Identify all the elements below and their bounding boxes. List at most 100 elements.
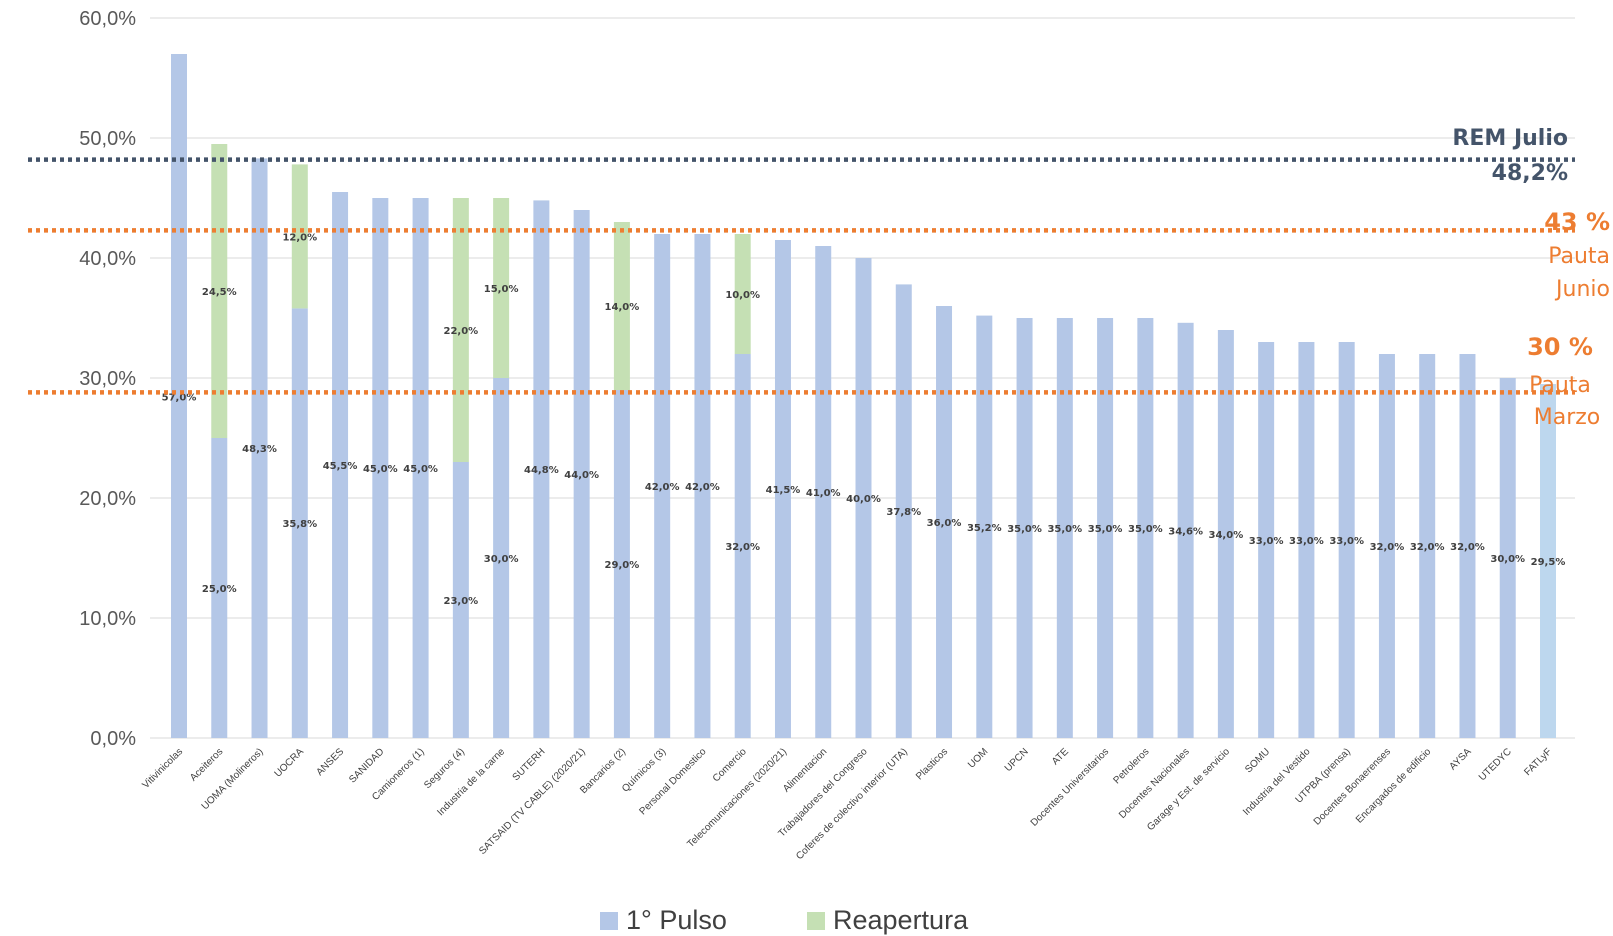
bar-pulso	[533, 200, 550, 738]
x-tick-label: SANIDAD	[347, 746, 386, 785]
data-label-pulso: 35,0%	[1128, 524, 1163, 535]
bar-pulso	[1217, 330, 1234, 738]
bar-reapertura	[211, 144, 228, 438]
x-tick-label: Docentes Universitarios	[1029, 746, 1111, 828]
data-label-pulso: 32,0%	[1410, 542, 1445, 553]
data-label-pulso: 48,3%	[242, 444, 277, 455]
ref-sub-junio-1: Pauta	[1548, 244, 1610, 269]
ref-title-marzo: 30 %	[1527, 333, 1593, 361]
bar-pulso	[1338, 342, 1355, 738]
bar-pulso	[332, 192, 349, 738]
x-tick-label: Plasticos	[914, 746, 950, 782]
x-tick-label: UOM	[966, 746, 990, 770]
data-label-pulso: 45,0%	[403, 464, 438, 475]
data-label-pulso: 35,0%	[1047, 524, 1082, 535]
bar-pulso	[412, 198, 429, 738]
bar-pulso	[573, 210, 590, 738]
x-tick-label: ANSES	[314, 746, 346, 778]
bar-pulso	[1177, 322, 1194, 738]
x-tick-label: UOCRA	[273, 746, 307, 780]
data-label-pulso: 32,0%	[1370, 542, 1405, 553]
ref-sub-marzo-2: Marzo	[1534, 405, 1601, 430]
data-label-pulso: 36,0%	[927, 518, 962, 529]
data-label-reapertura: 22,0%	[444, 326, 479, 337]
bars	[171, 54, 1556, 738]
bar-pulso	[774, 240, 791, 738]
bar-pulso	[734, 354, 751, 738]
x-tick-label: Industria del Vestido	[1241, 746, 1313, 818]
bar-pulso	[452, 462, 469, 738]
data-label-pulso: 45,5%	[323, 461, 358, 472]
data-label-pulso: 41,0%	[806, 488, 841, 499]
ref-title-junio: 43 %	[1544, 208, 1610, 236]
data-label-reapertura: 24,5%	[202, 287, 237, 298]
bar-pulso	[1258, 342, 1275, 738]
x-tick-label: UPCN	[1003, 746, 1031, 774]
x-tick-label: SUTERH	[511, 746, 548, 783]
bar-pulso	[815, 246, 832, 738]
data-label-pulso: 35,0%	[1007, 524, 1042, 535]
bar-pulso	[1459, 354, 1476, 738]
x-tick-label: Personal Domestico	[638, 746, 709, 817]
bar-reapertura	[291, 164, 308, 309]
bar-pulso	[1540, 384, 1556, 738]
data-label-pulso: 30,0%	[1490, 554, 1525, 565]
y-tick-label: 60,0%	[79, 8, 136, 30]
ref-title-rem: REM Julio	[1452, 126, 1568, 151]
data-labels: 57,0% 25,0% 24,5% 48,3% 35,8% 12,0% 45,5% 45,0%…	[162, 232, 1566, 607]
y-tick-label: 40,0%	[79, 248, 136, 270]
x-tick-label: Industria de la carne	[435, 746, 507, 818]
bar-pulso	[936, 306, 953, 738]
bar-pulso	[654, 234, 671, 738]
x-tick-label: Aceiteros	[188, 746, 225, 783]
bar-pulso	[976, 315, 993, 738]
bar-pulso	[1056, 318, 1073, 738]
bar-pulso	[211, 438, 228, 738]
bar-pulso	[1137, 318, 1154, 738]
data-label-reapertura: 12,0%	[282, 232, 317, 243]
data-label-reapertura: 10,0%	[725, 290, 760, 301]
data-label-pulso: 40,0%	[846, 494, 881, 505]
data-label-pulso: 57,0%	[162, 392, 197, 403]
bar-pulso	[493, 378, 510, 738]
data-label-reapertura: 15,0%	[484, 284, 519, 295]
data-label-pulso: 44,0%	[564, 470, 599, 481]
data-label-pulso: 41,5%	[766, 485, 801, 496]
bar-pulso	[694, 234, 711, 738]
data-label-pulso: 42,0%	[645, 482, 680, 493]
data-label-pulso: 33,0%	[1289, 536, 1324, 547]
data-label-pulso: 45,0%	[363, 464, 398, 475]
x-tick-label: UTEDYC	[1477, 746, 1514, 783]
bar-reapertura	[452, 198, 469, 462]
x-tick-label: FATLyF	[1522, 746, 1554, 778]
bar-pulso	[372, 198, 389, 738]
bar-pulso	[613, 390, 630, 738]
x-tick-label: AYSA	[1447, 746, 1473, 772]
ref-sub-marzo-1: Pauta	[1529, 373, 1591, 398]
data-label-reapertura: 14,0%	[605, 302, 640, 313]
data-label-pulso: 32,0%	[1450, 542, 1485, 553]
x-tick-label: ATE	[1050, 746, 1071, 767]
x-tick-label: Vitivinicolas	[141, 746, 186, 791]
y-tick-label: 20,0%	[79, 488, 136, 510]
y-tick-label: 0,0%	[90, 728, 136, 750]
data-label-pulso: 29,5%	[1531, 557, 1566, 568]
bar-pulso	[1499, 378, 1516, 738]
bar-pulso	[251, 158, 268, 738]
data-label-pulso: 37,8%	[886, 507, 921, 518]
x-tick-label: Docentes Bonaerenses	[1312, 746, 1393, 827]
data-label-pulso: 29,0%	[605, 560, 640, 571]
data-label-pulso: 34,0%	[1209, 530, 1244, 541]
x-tick-label: SOMU	[1243, 746, 1272, 775]
x-tick-label: Garage y Est. de servicio	[1145, 746, 1232, 833]
reference-lines: REM Julio 48,2% 43 % Pauta Junio 30 % Pauta Mar…	[28, 126, 1610, 430]
x-tick-label: Encargados de edificio	[1354, 746, 1434, 826]
bar-pulso	[1016, 318, 1033, 738]
ref-value-rem: 48,2%	[1492, 161, 1568, 186]
y-tick-label: 30,0%	[79, 368, 136, 390]
data-label-pulso: 25,0%	[202, 584, 237, 595]
y-tick-label: 50,0%	[79, 128, 136, 150]
bar-reapertura	[613, 222, 630, 390]
